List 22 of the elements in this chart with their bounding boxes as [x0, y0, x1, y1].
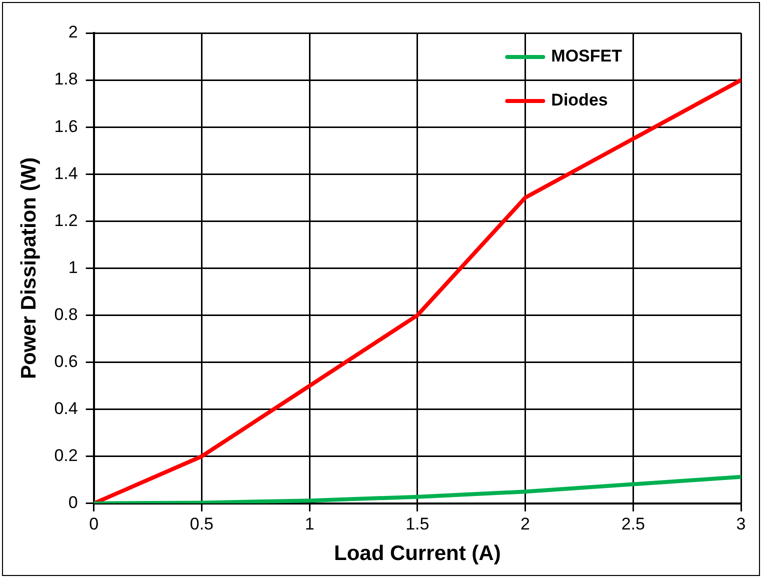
legend-label: Diodes	[551, 90, 608, 110]
y-tick-label: 0.2	[54, 446, 78, 466]
y-tick-label: 0.6	[54, 352, 78, 371]
x-axis-title: Load Current (A)	[334, 542, 501, 566]
x-tick-label: 1.5	[406, 514, 430, 534]
x-tick-label: 2	[520, 514, 530, 534]
x-tick-label: 0.5	[190, 514, 214, 534]
x-tick-label: 3	[736, 514, 746, 534]
y-tick-label: 1.6	[54, 116, 78, 136]
y-tick-label: 1	[68, 258, 78, 277]
legend-label: MOSFET	[551, 46, 623, 66]
y-tick-label: 1.2	[54, 210, 78, 230]
y-tick-label: 0	[68, 493, 78, 512]
y-tick-label: 0.4	[54, 399, 78, 418]
x-tick-label: 1	[304, 514, 314, 534]
y-tick-label: 1.4	[54, 164, 78, 183]
x-tick-label: 2.5	[621, 514, 645, 534]
y-tick-label: 0.8	[54, 304, 78, 324]
y-axis-title: Power Dissipation (W)	[17, 157, 40, 380]
y-tick-label: 1.8	[54, 70, 78, 89]
x-tick-label: 0	[89, 514, 99, 534]
y-tick-label: 2	[68, 22, 78, 42]
